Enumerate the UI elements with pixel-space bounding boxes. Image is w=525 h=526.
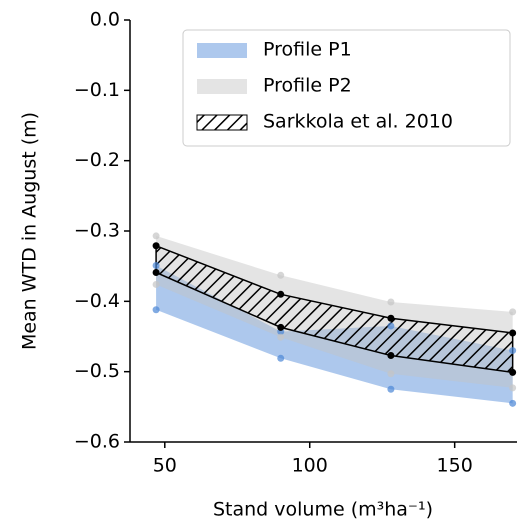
- y-tick-label: −0.3: [74, 220, 120, 242]
- data-point: [277, 271, 285, 279]
- y-tick-label: −0.4: [74, 290, 120, 312]
- data-point: [387, 370, 395, 378]
- y-tick-label: −0.1: [74, 79, 120, 101]
- x-tick-label: 150: [437, 455, 473, 477]
- legend-swatch: [197, 43, 247, 58]
- legend-swatch: [196, 114, 248, 131]
- data-point: [152, 261, 160, 269]
- data-point: [152, 268, 160, 276]
- legend-label: Profile P2: [263, 75, 352, 97]
- data-point: [387, 322, 395, 330]
- data-point: [509, 308, 517, 316]
- data-point: [509, 399, 517, 407]
- legend-box: [182, 29, 511, 147]
- data-point: [387, 314, 395, 322]
- y-tick-label: −0.5: [74, 360, 120, 382]
- x-axis-label: Stand volume (m³ha⁻¹): [213, 499, 433, 521]
- y-tick-label: −0.6: [74, 431, 120, 453]
- legend-swatch: [197, 79, 247, 94]
- legend-label: Profile P1: [263, 39, 352, 61]
- y-tick-label: 0.0: [90, 9, 120, 31]
- data-point: [152, 306, 160, 314]
- y-tick-label: −0.2: [74, 149, 120, 171]
- data-point: [387, 385, 395, 393]
- y-axis-label: Mean WTD in August (m): [19, 112, 41, 350]
- legend-label: Sarkkola et al. 2010: [263, 111, 453, 133]
- x-tick-label: 100: [292, 455, 328, 477]
- data-point: [277, 290, 285, 298]
- data-point: [152, 280, 160, 288]
- data-point: [387, 298, 395, 306]
- data-point: [152, 242, 160, 250]
- data-point: [277, 333, 285, 341]
- data-point: [509, 368, 517, 376]
- data-point: [152, 232, 160, 240]
- data-point: [509, 347, 517, 355]
- data-point: [277, 323, 285, 331]
- data-point: [509, 329, 517, 337]
- legend: Profile P1 Profile P2 Sarkkola et al. 2010: [182, 29, 511, 147]
- data-point: [277, 354, 285, 362]
- data-point: [387, 351, 395, 359]
- x-tick-label: 50: [153, 455, 177, 477]
- data-point: [509, 384, 517, 392]
